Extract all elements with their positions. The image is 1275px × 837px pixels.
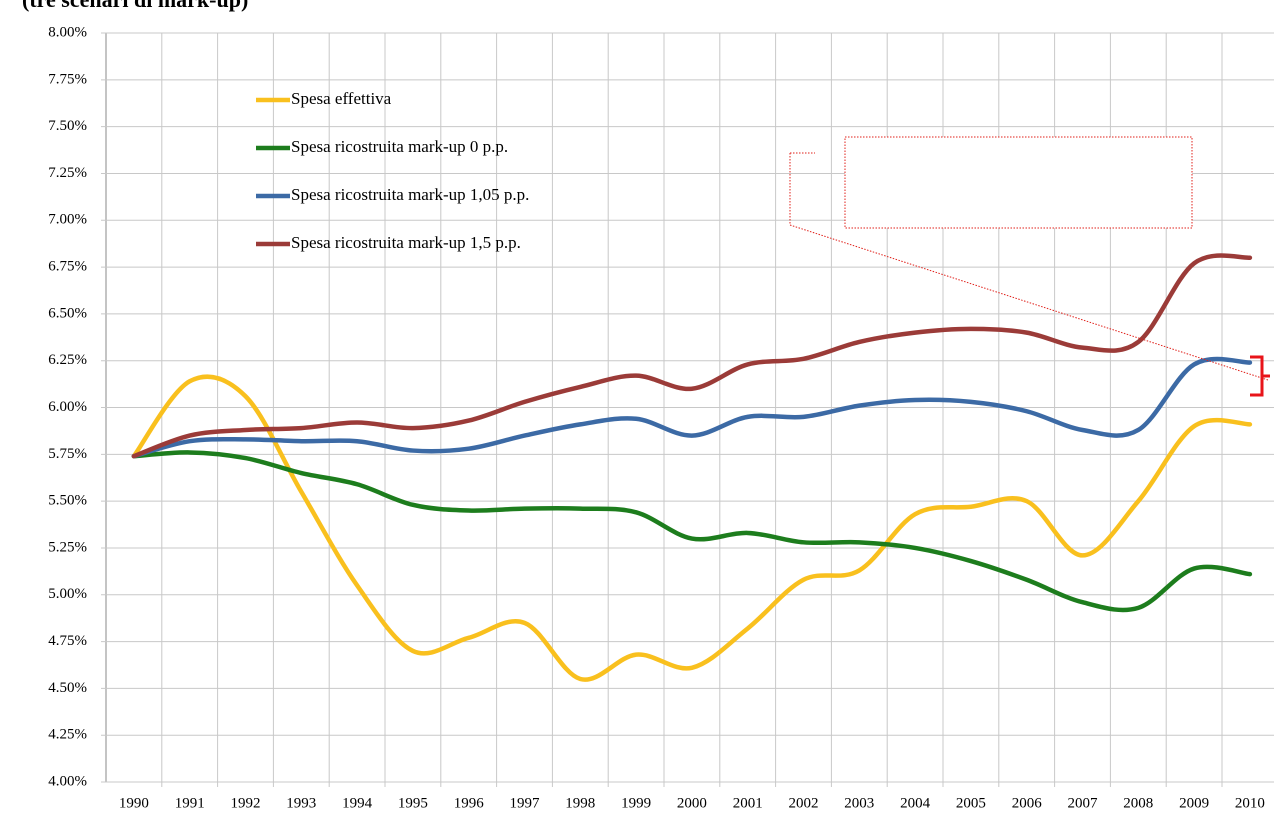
y-tick-label: 6.50% — [48, 305, 87, 321]
series-line — [131, 253, 1253, 459]
y-tick-label: 7.25% — [48, 165, 87, 181]
annotation-leader — [789, 152, 1269, 381]
series-line — [131, 374, 1253, 682]
x-tick-label: 1998 — [565, 795, 595, 811]
x-tick-label: 2005 — [956, 795, 986, 811]
x-tick-label: 1991 — [175, 795, 205, 811]
legend-label: Spesa ricostruita mark-up 1,5 p.p. — [291, 233, 521, 252]
x-tick-label: 1997 — [510, 795, 541, 811]
bracket — [1250, 355, 1270, 397]
x-tick-label: 1994 — [342, 795, 373, 811]
x-tick-label: 1990 — [119, 795, 149, 811]
y-tick-label: 7.50% — [48, 118, 87, 134]
y-tick-label: 4.75% — [48, 633, 87, 649]
x-tick-label: 2008 — [1123, 795, 1153, 811]
x-tick-label: 1992 — [231, 795, 261, 811]
x-tick-label: 1996 — [454, 795, 485, 811]
x-tick-label: 2006 — [1012, 795, 1043, 811]
y-tick-label: 6.00% — [48, 399, 87, 415]
x-tick-label: 1999 — [621, 795, 651, 811]
y-tick-label: 6.75% — [48, 259, 87, 275]
x-tick-label: 2000 — [677, 795, 707, 811]
y-tick-label: 7.00% — [48, 212, 87, 228]
x-tick-label: 1995 — [398, 795, 428, 811]
legend-label: Spesa ricostruita mark-up 0 p.p. — [291, 137, 508, 156]
x-tick-label: 2010 — [1235, 795, 1265, 811]
y-tick-label: 4.00% — [48, 773, 87, 789]
y-tick-label: 5.25% — [48, 539, 87, 555]
x-tick-label: 2009 — [1179, 795, 1209, 811]
x-tick-label: 2001 — [733, 795, 763, 811]
y-tick-label: 5.50% — [48, 493, 87, 509]
chart-title: (tre scenari di mark-up) — [22, 0, 248, 12]
y-tick-label: 5.75% — [48, 446, 87, 462]
y-tick-label: 8.00% — [48, 24, 87, 40]
annotation-box — [844, 136, 1193, 229]
x-tick-label: 2004 — [900, 795, 931, 811]
y-tick-label: 7.75% — [48, 71, 87, 87]
legend-label: Spesa effettiva — [291, 89, 392, 108]
x-tick-label: 2007 — [1068, 795, 1099, 811]
y-tick-label: 6.25% — [48, 352, 87, 368]
legend-label: Spesa ricostruita mark-up 1,05 p.p. — [291, 185, 529, 204]
y-tick-label: 5.00% — [48, 586, 87, 602]
x-tick-label: 2003 — [844, 795, 874, 811]
x-tick-label: 2002 — [789, 795, 819, 811]
y-tick-label: 4.25% — [48, 727, 87, 743]
series-line — [131, 450, 1253, 613]
y-tick-label: 4.50% — [48, 680, 87, 696]
x-tick-label: 1993 — [286, 795, 316, 811]
series-line — [131, 356, 1253, 459]
